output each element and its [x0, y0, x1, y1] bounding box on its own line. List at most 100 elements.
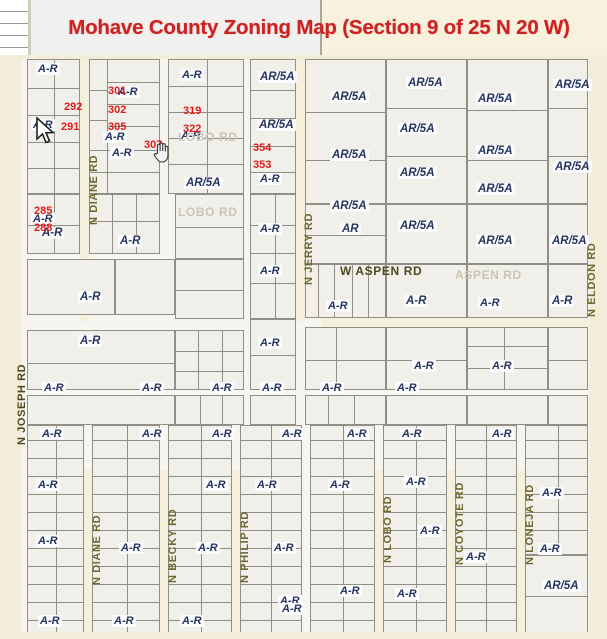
zoning-label: A-R	[31, 119, 55, 131]
parcel-id[interactable]: 305	[108, 121, 127, 133]
map-bottom-gutter	[0, 632, 607, 639]
parcel-block[interactable]	[455, 425, 517, 635]
zoning-label: A-R	[464, 551, 488, 563]
zoning-label: A-R	[118, 235, 143, 247]
zoning-label: A-R	[116, 86, 140, 98]
parcel-block[interactable]	[467, 264, 548, 318]
zoning-label: A-R	[258, 173, 282, 185]
zoning-label: A-R	[180, 615, 204, 627]
corridor-philip	[232, 470, 240, 639]
zoning-label: AR/5A	[476, 183, 515, 195]
zoning-label: A-R	[204, 479, 228, 491]
parcel-block[interactable]	[467, 59, 548, 204]
corridor-loneja	[517, 470, 525, 639]
zoning-label: AR/5A	[184, 177, 223, 189]
road-label-lobo: N LOBO RD	[382, 495, 394, 563]
zoning-label: A-R	[78, 291, 103, 303]
parcel-id[interactable]: 301	[108, 85, 127, 97]
parcel-block[interactable]	[250, 395, 296, 425]
parcel-id[interactable]: 302	[108, 104, 127, 116]
header-rule-3	[0, 35, 28, 36]
parcel-block[interactable]	[386, 264, 467, 318]
road-label-aspen-faded: ASPEN RD	[455, 268, 522, 282]
zoning-label: A-R	[395, 382, 419, 394]
parcel-block[interactable]	[305, 395, 386, 425]
zoning-label: A-R	[345, 428, 369, 440]
zoning-label: A-R	[179, 130, 203, 142]
zoning-map-canvas[interactable]: A-R A-R A-R A-R A-R A-R A-R A-R AR/5A AR…	[0, 55, 607, 639]
zoning-label: A-R	[320, 382, 344, 394]
parcel-id[interactable]: 291	[61, 121, 80, 133]
zoning-label: AR/5A	[406, 77, 445, 89]
zoning-label: A-R	[103, 131, 127, 143]
parcel-block[interactable]	[250, 319, 296, 390]
parcel-id[interactable]: 288	[34, 222, 53, 234]
parcel-block[interactable]	[467, 204, 548, 264]
parcel-id[interactable]: 292	[64, 101, 83, 113]
zoning-label: A-R	[418, 525, 442, 537]
zoning-label: A-R	[400, 428, 424, 440]
parcel-block[interactable]	[168, 59, 244, 194]
parcel-block[interactable]	[27, 425, 84, 635]
parcel-block[interactable]	[250, 194, 296, 319]
parcel-block[interactable]	[305, 327, 386, 390]
zoning-label: AR/5A	[330, 200, 369, 212]
parcel-block[interactable]	[310, 425, 375, 635]
parcel-block[interactable]	[92, 425, 160, 635]
header-vertical-divider	[320, 0, 322, 55]
zoning-label: A-R	[258, 223, 282, 235]
zoning-label: A-R	[490, 360, 514, 372]
parcel-block[interactable]	[548, 395, 588, 425]
zoning-label: A-R	[326, 300, 350, 312]
zoning-label: AR/5A	[550, 235, 589, 247]
zoning-label: A-R	[258, 337, 282, 349]
parcel-block[interactable]	[467, 327, 548, 390]
road-label-coyote: N COYOTE RD	[454, 482, 466, 565]
zoning-label: AR/5A	[476, 145, 515, 157]
parcel-id[interactable]: 319	[183, 105, 202, 117]
parcel-id[interactable]: 353	[253, 159, 272, 171]
parcel-id[interactable]: 354	[253, 142, 272, 154]
zoning-label: A-R	[38, 615, 62, 627]
zoning-label: AR/5A	[398, 220, 437, 232]
parcel-block[interactable]	[27, 259, 115, 315]
zoning-label: A-R	[280, 603, 304, 615]
parcel-block[interactable]	[175, 330, 244, 390]
parcel-block[interactable]	[548, 264, 588, 318]
parcel-block[interactable]	[548, 204, 588, 264]
parcel-block[interactable]	[386, 204, 467, 264]
zoning-label: A-R	[180, 69, 204, 81]
zoning-label: AR/5A	[398, 167, 437, 179]
parcel-id[interactable]: 322	[183, 123, 202, 135]
zoning-label: A-R	[412, 360, 436, 372]
zoning-label: A-R	[490, 428, 514, 440]
parcel-block[interactable]	[305, 59, 386, 204]
parcel-block[interactable]	[168, 425, 232, 635]
zoning-label: AR/5A	[476, 93, 515, 105]
parcel-block[interactable]	[175, 395, 244, 425]
parcel-block[interactable]	[27, 395, 175, 425]
zoning-label: AR/5A	[330, 149, 369, 161]
zoning-label: A-R	[550, 295, 575, 307]
parcel-block[interactable]	[115, 259, 175, 315]
zoning-label: A-R	[210, 382, 234, 394]
zoning-label: A-R	[272, 542, 296, 554]
parcel-block[interactable]	[175, 259, 244, 319]
parcel-block[interactable]	[525, 555, 588, 635]
road-label-philip: N PHILIP RD	[239, 511, 251, 583]
zoning-label: A-R	[42, 382, 66, 394]
parcel-id[interactable]: 285	[34, 205, 53, 217]
parcel-block[interactable]	[548, 327, 588, 390]
road-label-lobo-faded-lower: LOBO RD	[178, 205, 238, 219]
parcel-block[interactable]	[175, 194, 244, 259]
road-gutter-north	[0, 55, 607, 59]
parcel-id[interactable]: 307	[144, 139, 163, 151]
zoning-label: A-R	[40, 428, 64, 440]
parcel-block[interactable]	[467, 395, 548, 425]
zoning-label: AR/5A	[542, 580, 581, 592]
parcel-block[interactable]	[386, 395, 467, 425]
parcel-block[interactable]	[386, 327, 467, 390]
map-header: Mohave County Zoning Map (Section 9 of 2…	[0, 0, 607, 55]
zoning-label: A-R	[404, 295, 429, 307]
